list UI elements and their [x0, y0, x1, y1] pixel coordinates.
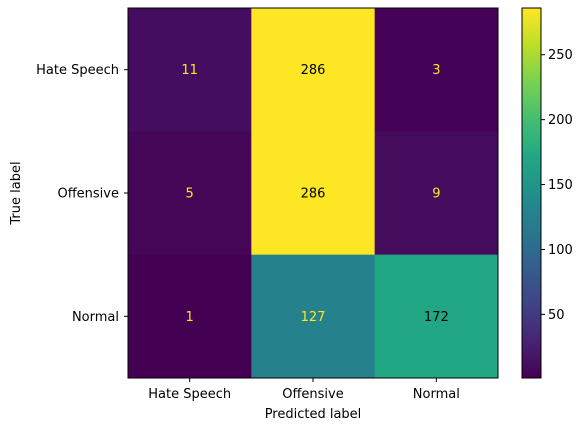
x-tick-label: Hate Speech — [148, 387, 231, 402]
cell-value-label: 286 — [301, 187, 326, 202]
colorbar-tick-label: 250 — [548, 48, 573, 63]
cell-value-label: 172 — [424, 310, 449, 325]
cell-value-label: 3 — [432, 63, 440, 78]
heatmap-cell — [374, 131, 499, 256]
cell-value-label: 5 — [186, 187, 194, 202]
axis-ticks: Hate Speech Offensive Normal Hate Speech Off… — [36, 63, 460, 402]
colorbar-tick-label: 150 — [548, 178, 573, 193]
heatmap-cell — [128, 131, 252, 256]
cell-value-label: 1 — [186, 310, 194, 325]
y-tick-label: Offensive — [57, 187, 119, 202]
x-tick-label: Offensive — [282, 387, 344, 402]
heatmap-cell — [128, 254, 252, 379]
colorbar-tick-label: 100 — [548, 243, 573, 258]
cell-value-label: 11 — [181, 63, 198, 78]
heatmap-cell — [128, 8, 252, 132]
colorbar — [521, 7, 542, 379]
heatmap-cell — [251, 131, 376, 256]
y-axis-label: True label — [9, 161, 24, 225]
cell-value-label: 9 — [432, 187, 440, 202]
heatmap-cells: 11 286 3 5 286 9 1 127 172 — [128, 8, 499, 379]
heatmap-cell — [374, 254, 499, 379]
y-tick-label: Normal — [72, 310, 119, 325]
y-tick-label: Hate Speech — [36, 63, 119, 78]
heatmap-cell — [251, 254, 376, 379]
heatmap-cell — [374, 8, 499, 132]
colorbar-tick-label: 50 — [548, 308, 565, 323]
colorbar-tick-label: 200 — [548, 113, 573, 128]
heatmap-cell — [251, 8, 376, 132]
colorbar-ticks: 50 100 150 200 250 — [541, 48, 573, 323]
x-tick-label: Normal — [413, 387, 460, 402]
x-axis-label: Predicted label — [265, 407, 362, 422]
cell-value-label: 286 — [301, 63, 326, 78]
cell-value-label: 127 — [301, 310, 326, 325]
